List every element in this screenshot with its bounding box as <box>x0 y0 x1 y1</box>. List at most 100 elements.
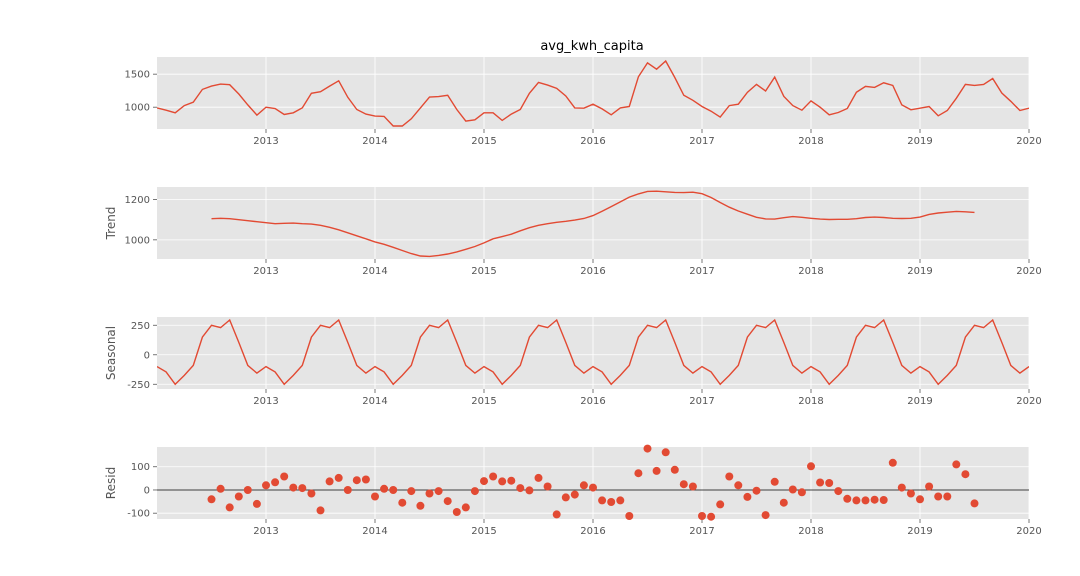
resid-point <box>579 481 588 490</box>
resid-point <box>934 492 943 501</box>
x-tick-label: 2016 <box>580 526 605 537</box>
x-tick-label: 2017 <box>689 396 714 407</box>
resid-point <box>634 469 643 478</box>
x-tick-label: 2013 <box>253 396 278 407</box>
resid-point <box>788 485 797 494</box>
series-line <box>157 318 1029 386</box>
resid-point <box>925 482 934 491</box>
x-tick-label: 2016 <box>580 396 605 407</box>
x-tick-label: 2018 <box>798 526 823 537</box>
resid-point <box>661 448 670 457</box>
resid-point <box>234 492 243 501</box>
resid-point <box>825 479 834 487</box>
resid-point <box>334 473 343 482</box>
resid-point <box>543 482 552 491</box>
x-tick-label: 2018 <box>798 266 823 277</box>
resid-point <box>707 512 716 521</box>
resid-point <box>725 472 734 481</box>
x-tick-label: 2015 <box>471 396 496 407</box>
resid-point <box>916 495 924 504</box>
resid-point <box>698 512 706 520</box>
resid-point <box>970 499 979 508</box>
resid-point <box>734 481 743 490</box>
resid-point <box>897 483 906 492</box>
resid-point <box>425 489 434 498</box>
x-tick-label: 2019 <box>907 526 932 537</box>
resid-point <box>561 493 570 502</box>
resid-point <box>262 481 270 490</box>
x-tick-label: 2015 <box>471 136 496 147</box>
resid-point <box>743 492 752 501</box>
resid-point <box>652 466 661 475</box>
resid-point <box>389 486 398 494</box>
resid-point <box>816 478 825 487</box>
y-tick-label: -250 <box>127 380 150 391</box>
resid-point <box>952 460 961 469</box>
resid-point <box>625 512 634 520</box>
resid-point <box>870 495 879 504</box>
x-tick-label: 2016 <box>580 136 605 147</box>
resid-point <box>252 499 261 508</box>
resid-point <box>216 484 225 493</box>
resid-point <box>371 492 379 501</box>
y-tick-label: 1500 <box>125 70 150 81</box>
resid-point <box>380 484 389 493</box>
x-tick-label: 2020 <box>1016 526 1041 537</box>
resid-point <box>770 477 779 486</box>
chart-title: avg_kwh_capita <box>540 39 643 54</box>
resid-point <box>407 487 416 496</box>
resid-point <box>861 496 870 505</box>
resid-point <box>398 498 407 507</box>
y-tick-label: 1200 <box>125 195 150 206</box>
resid-point <box>552 510 561 519</box>
chart-panel: -100 0 100 2013 2014 2015 2016 2017 2018 2019 2020… <box>104 444 1042 537</box>
resid-point <box>443 497 452 506</box>
x-tick-label: 2015 <box>471 526 496 537</box>
resid-point <box>943 492 952 501</box>
resid-point <box>779 498 788 507</box>
y-tick-label: 0 <box>144 350 150 361</box>
resid-point <box>452 508 461 516</box>
resid-point <box>271 478 280 487</box>
y-tick-label: 1000 <box>125 103 150 114</box>
resid-point <box>679 480 688 489</box>
resid-point <box>316 506 325 515</box>
resid-point <box>879 496 888 504</box>
y-tick-label: 250 <box>131 321 150 332</box>
resid-point <box>670 465 679 474</box>
resid-point <box>207 495 216 504</box>
resid-point <box>489 472 498 481</box>
resid-point <box>688 482 697 491</box>
chart-panel: 1000 1500 2013 2014 2015 2016 2017 2018 2019 2020 <box>125 57 1042 147</box>
x-tick-label: 2020 <box>1016 266 1041 277</box>
resid-point <box>834 487 843 496</box>
resid-point <box>843 494 852 503</box>
x-tick-label: 2015 <box>471 266 496 277</box>
chart-panel: -250 0 250 2013 2014 2015 2016 2017 2018 2019 2020… <box>104 317 1042 407</box>
resid-point <box>461 503 470 512</box>
y-tick-label: -100 <box>127 509 150 520</box>
resid-point <box>343 486 352 494</box>
resid-point <box>289 483 298 492</box>
series-line <box>157 59 1029 127</box>
x-tick-label: 2019 <box>907 396 932 407</box>
resid-point <box>280 472 289 481</box>
resid-point <box>480 477 488 486</box>
x-tick-label: 2016 <box>580 266 605 277</box>
resid-point <box>716 500 725 509</box>
resid-point <box>416 501 425 510</box>
resid-point <box>906 489 915 498</box>
resid-point <box>507 476 516 485</box>
resid-point <box>570 490 579 499</box>
x-tick-label: 2018 <box>798 396 823 407</box>
x-tick-label: 2018 <box>798 136 823 147</box>
resid-point <box>961 470 970 479</box>
resid-point <box>607 498 616 506</box>
resid-point <box>352 476 361 485</box>
y-tick-label: 0 <box>144 485 150 496</box>
resid-point <box>888 458 897 467</box>
resid-point <box>616 496 625 505</box>
x-tick-label: 2013 <box>253 136 278 147</box>
resid-point <box>516 484 525 493</box>
resid-point <box>752 486 761 495</box>
